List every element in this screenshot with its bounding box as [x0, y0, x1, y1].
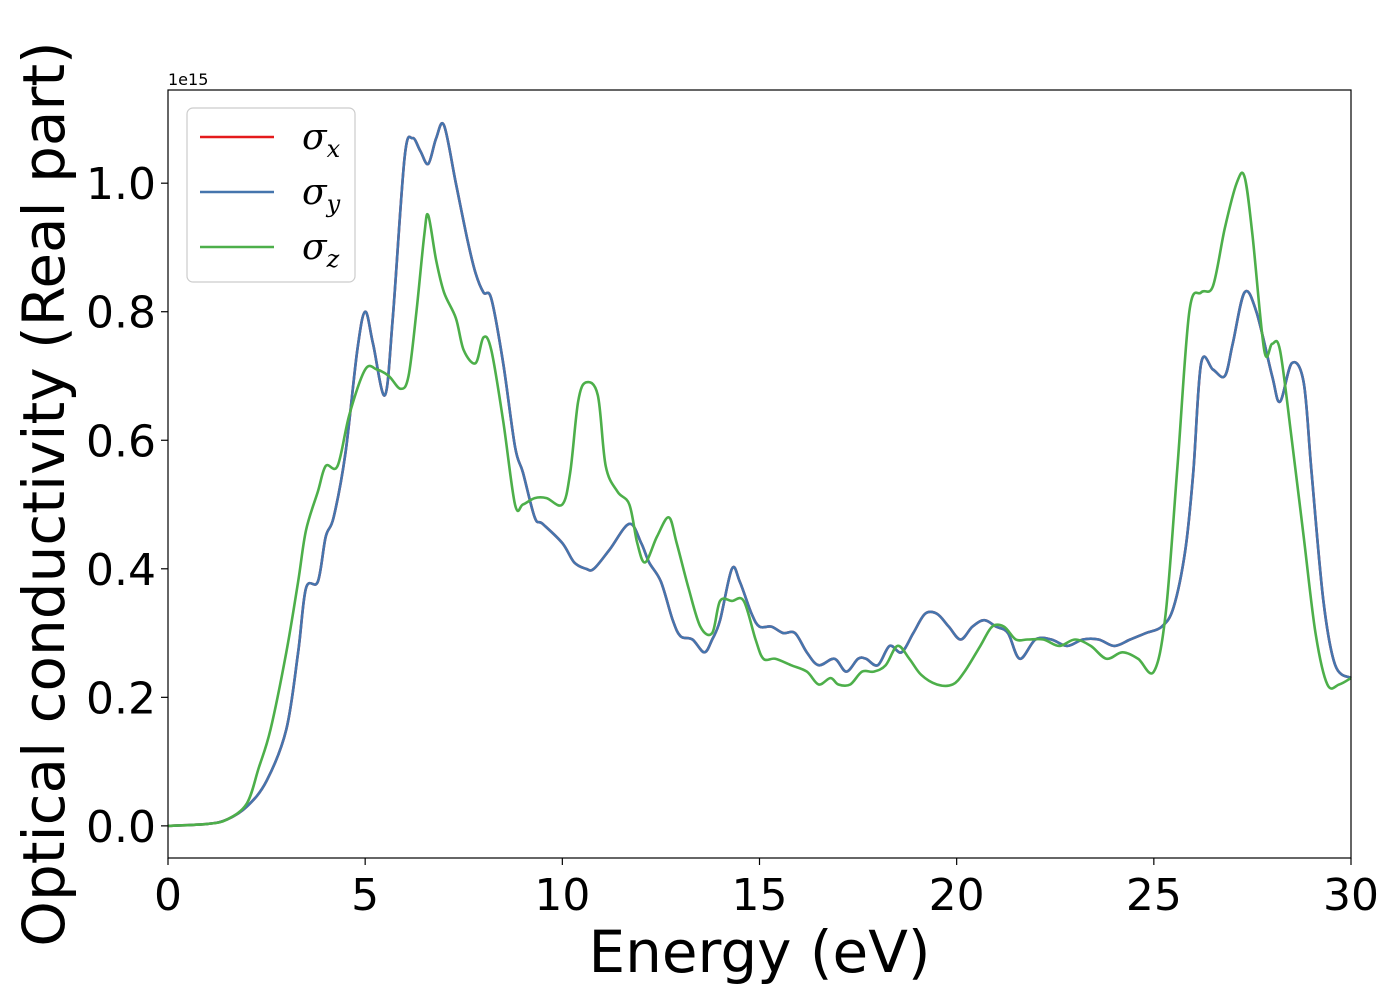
x-axis-ticks: 0 5 10 15 20 25 30	[154, 858, 1379, 921]
legend-entry-symbol: σ	[302, 227, 328, 268]
y-tick-label: 0.2	[86, 673, 156, 724]
x-tick-label: 15	[732, 870, 788, 921]
x-tick-label: 20	[929, 870, 985, 921]
y-tick-label: 0.8	[86, 288, 156, 339]
legend-box	[186, 107, 356, 283]
y-tick-label: 1.0	[86, 159, 156, 210]
legend-entry-x: σx	[302, 117, 341, 163]
series-line-y	[167, 121, 1352, 828]
x-tick-label: 5	[351, 870, 379, 921]
y-axis-label: Optical conductivity (Real part)	[10, 41, 78, 946]
legend-entry-subscript: x	[327, 135, 341, 163]
y-tick-label: 0.4	[86, 545, 156, 596]
legend-entry-symbol: σ	[302, 117, 328, 158]
legend-entry-subscript: y	[326, 190, 341, 218]
x-tick-label: 0	[154, 870, 182, 921]
y-tick-label: 0.6	[86, 416, 156, 467]
legend-entry-symbol: σ	[302, 172, 328, 213]
legend-entry-z: σz	[302, 227, 340, 273]
legend-entry-y: σy	[302, 172, 341, 218]
y-axis-ticks: 0.0 0.2 0.4 0.6 0.8 1.0	[86, 159, 168, 853]
legend-entry-subscript: z	[326, 245, 340, 273]
y-offset-label: 1e15	[168, 70, 208, 89]
x-tick-label: 30	[1323, 870, 1379, 921]
series-layer	[167, 121, 1352, 828]
series-line-z	[167, 171, 1352, 828]
y-tick-label: 0.0	[86, 802, 156, 853]
x-axis-label: Energy (eV)	[588, 918, 930, 986]
x-tick-label: 10	[534, 870, 590, 921]
x-tick-label: 25	[1126, 870, 1182, 921]
